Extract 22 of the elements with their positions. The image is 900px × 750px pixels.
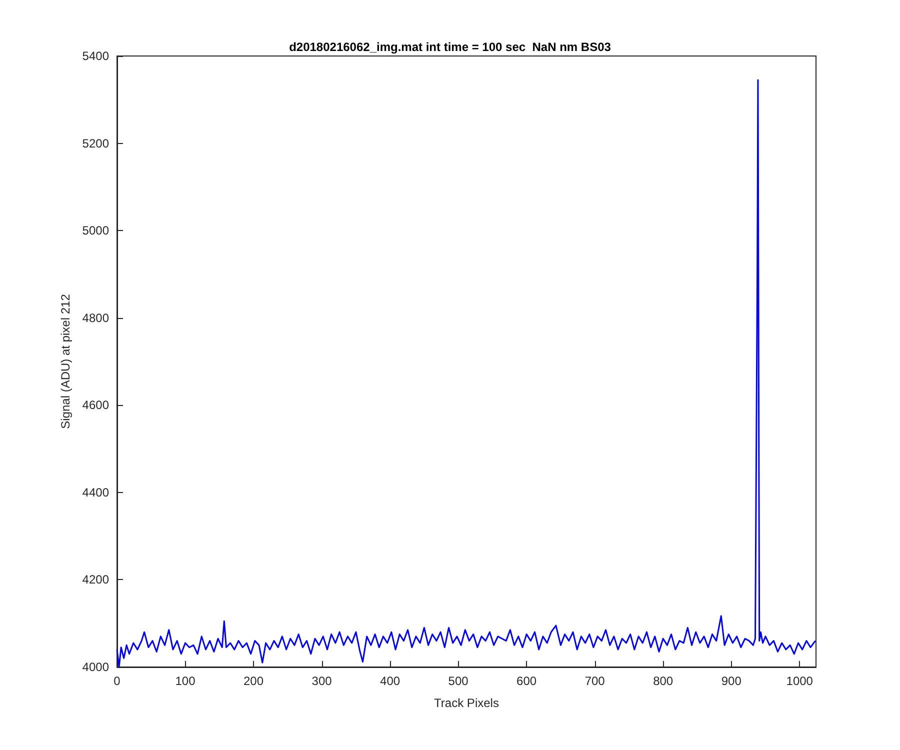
x-tick-label: 1000 (786, 674, 814, 688)
x-tick-label: 400 (380, 674, 400, 688)
x-tick-label: 300 (312, 674, 332, 688)
y-tick-label: 4400 (82, 485, 110, 500)
y-axis-title: Signal (ADU) at pixel 212 (58, 294, 72, 429)
x-tick-label: 900 (721, 674, 742, 688)
y-tick-label: 4800 (82, 310, 110, 325)
x-tick-label: 200 (244, 674, 264, 688)
y-tick-label: 4000 (82, 660, 110, 674)
y-tick-label: 5200 (82, 136, 110, 150)
x-tick-label: 500 (448, 674, 469, 688)
x-tick-label: 800 (653, 674, 674, 688)
x-axis-title: Track Pixels (434, 696, 499, 710)
x-tick-label: 600 (516, 674, 537, 688)
y-tick-label: 5400 (82, 49, 110, 63)
y-tick-label: 5000 (82, 224, 110, 238)
x-tick-label: 100 (175, 674, 196, 688)
x-tick-label: 700 (584, 674, 606, 688)
chart-title: d20180216062_img.mat int time = 100 sec NaN nm BS03 (289, 40, 612, 54)
y-tick-label: 4200 (82, 572, 110, 587)
x-tick-label: 0 (114, 674, 121, 688)
y-tick-label: 4600 (82, 398, 110, 412)
